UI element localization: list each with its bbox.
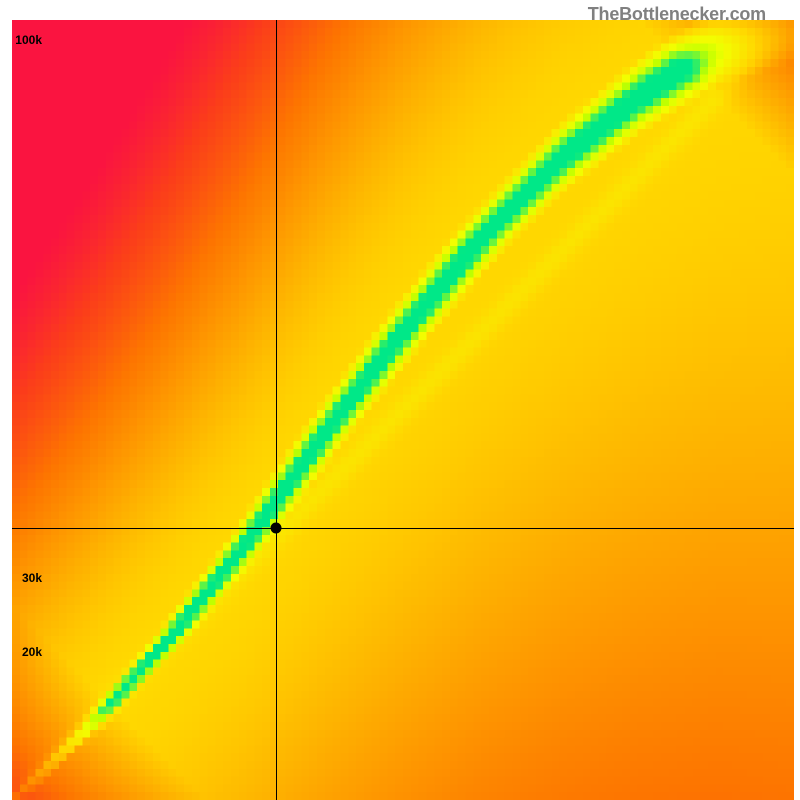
chart-area: 100k 30k 20k: [12, 20, 794, 800]
crosshair-vertical: [276, 20, 277, 800]
watermark-label: TheBottlenecker.com: [588, 4, 766, 25]
y-axis-label: 30k: [10, 571, 42, 585]
y-axis-label: 20k: [10, 645, 42, 659]
y-axis-label: 100k: [10, 33, 42, 47]
heatmap-canvas: [12, 20, 794, 800]
crosshair-point: [270, 522, 281, 533]
crosshair-horizontal: [12, 528, 794, 529]
